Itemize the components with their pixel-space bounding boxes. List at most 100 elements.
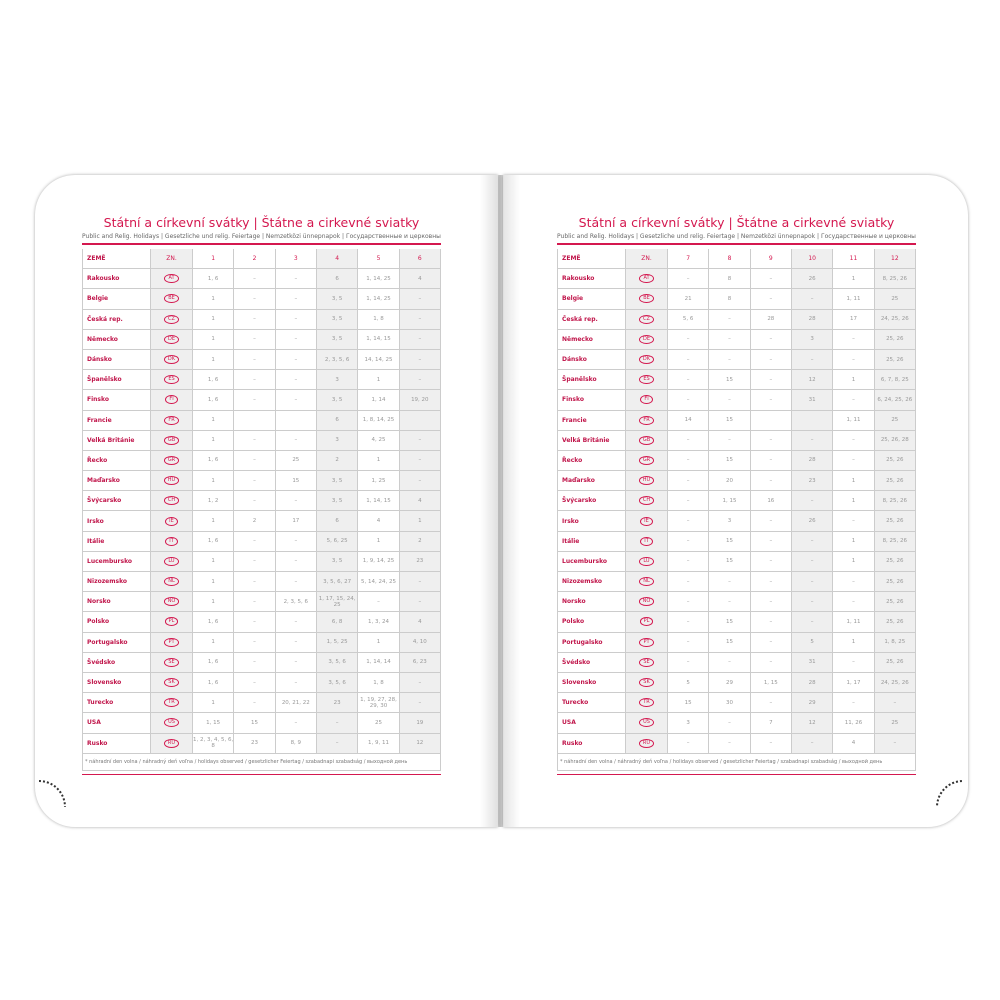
holiday-cell: – [399, 470, 442, 492]
country-name: USA [557, 712, 626, 734]
country-code-cell: TR [625, 692, 668, 714]
country-code-cell: GR [625, 450, 668, 472]
country-code-badge: BE [639, 294, 654, 304]
holiday-cell: 1, 6 [192, 450, 235, 472]
holiday-cell: – [791, 490, 834, 512]
holiday-cell: – [399, 591, 442, 613]
holiday-cell: 2 [399, 531, 442, 552]
holiday-cell: – [233, 490, 276, 512]
holiday-cell: – [275, 490, 317, 512]
country-code-badge: FI [165, 395, 178, 405]
holiday-cell: 6 [316, 268, 359, 290]
country-name: Nizozemsko [557, 571, 626, 593]
holiday-cell: – [832, 430, 875, 451]
country-name: Lucembursko [557, 551, 626, 573]
holiday-cell: 15 [667, 692, 710, 714]
table-row: Rusko RU – – – –4– [557, 733, 917, 754]
header-month: 3 [275, 249, 317, 270]
country-code-badge: LU [164, 556, 179, 566]
header-row: ZEMĚ ZN. 7 8 9 10 11 12 [557, 249, 917, 270]
holiday-cell: 15 [708, 632, 751, 653]
country-code-cell: DK [625, 349, 668, 371]
holiday-cell: – [275, 349, 317, 371]
holiday-cell: 3, 5, 6, 27 [316, 571, 359, 593]
table-row: Nizozemsko NL 1– –3, 5, 6, 27 5, 14, 24, 25– [82, 571, 442, 593]
holiday-cell: 1 [832, 470, 875, 492]
country-code-badge: AT [639, 274, 654, 284]
holiday-cell: 25, 26 [874, 611, 917, 633]
holiday-cell: – [750, 692, 792, 714]
holiday-cell: 1, 8 [357, 309, 400, 330]
holiday-cell: – [750, 389, 792, 411]
table-row: Irsko IE –3–26–25, 26 [557, 510, 917, 532]
holiday-cell [399, 410, 442, 431]
country-name: Slovensko [82, 672, 151, 694]
holiday-cell: – [667, 450, 710, 472]
holiday-cell: 4 [357, 510, 400, 532]
holiday-cell: – [791, 531, 834, 552]
header-month: 11 [832, 249, 875, 270]
table-row: Velká Británie GB – – – – –25, 26, 28 [557, 430, 917, 451]
holiday-cell: – [233, 389, 276, 411]
country-name: Nizozemsko [82, 571, 151, 593]
country-code-cell: SK [625, 672, 668, 694]
holiday-cell: – [750, 510, 792, 532]
table-row: Dánsko DK 1– –2, 3, 5, 6 14, 14, 25– [82, 349, 442, 371]
country-code-badge: PT [639, 637, 654, 647]
right-page: Státní a církevní svátky | Štátne a cirk… [503, 175, 968, 827]
holiday-cell: 1, 25 [357, 470, 400, 492]
holiday-cell: 25, 26 [874, 591, 917, 613]
holiday-cell: – [750, 733, 792, 754]
holiday-cell: – [275, 389, 317, 411]
holiday-cell: 1, 11 [832, 288, 875, 310]
holiday-cell: 8, 25, 26 [874, 490, 917, 512]
holiday-cell: 25, 26 [874, 652, 917, 673]
country-code-badge: NL [639, 577, 654, 587]
holiday-cell: – [708, 571, 751, 593]
holiday-cell: 8, 25, 26 [874, 531, 917, 552]
country-code-cell: ES [625, 369, 668, 391]
country-name: Velká Británie [557, 430, 626, 451]
holiday-cell: 1 [192, 510, 235, 532]
country-name: Švédsko [557, 652, 626, 673]
holiday-cell: – [233, 531, 276, 552]
bottom-rule [557, 773, 916, 775]
holiday-cell: 1 [192, 571, 235, 593]
holiday-cell: 3 [667, 712, 710, 734]
holiday-cell: 15 [708, 611, 751, 633]
holiday-cell: 2, 3, 5, 6 [275, 591, 317, 613]
country-name: Polsko [82, 611, 151, 633]
table-row: Česká rep. CZ 5, 6–28 28 17 24, 25, 26 [557, 309, 917, 330]
holiday-cell: 24, 25, 26 [874, 309, 917, 330]
holiday-cell: 23 [233, 733, 276, 754]
holiday-cell: 6, 24, 25, 26 [874, 389, 917, 411]
holiday-cell: – [275, 611, 317, 633]
country-name: Finsko [557, 389, 626, 411]
country-name: Řecko [82, 450, 151, 472]
country-name: Portugalsko [557, 632, 626, 653]
country-code-badge: PT [164, 637, 179, 647]
holiday-cell: – [832, 510, 875, 532]
holiday-cell: 29 [708, 672, 751, 694]
country-code-badge: PL [164, 617, 179, 627]
country-code-badge: IT [165, 536, 178, 546]
holiday-cell: – [667, 389, 710, 411]
holiday-cell: 15 [708, 450, 751, 472]
country-code-badge: GR [638, 455, 655, 465]
table-row: Norsko NO 1–2, 3, 5, 6 1, 17, 15, 24, 25– – [82, 591, 442, 613]
country-code-badge: DK [638, 355, 655, 365]
table-row: Německo DE – – –3–25, 26 [557, 329, 917, 350]
holiday-cell: 3 [791, 329, 834, 350]
holiday-cell: – [233, 329, 276, 350]
holiday-cell [791, 410, 834, 431]
holiday-cell: 5, 6, 25 [316, 531, 359, 552]
holiday-cell: 1, 6 [192, 268, 235, 290]
holiday-cell: 19, 20 [399, 389, 442, 411]
country-code-cell: FI [150, 389, 193, 411]
holiday-cell: 1, 14, 25 [357, 288, 400, 310]
table-row: Irsko IE 1 2 17 6 4 1 [82, 510, 442, 532]
holiday-cell: – [233, 268, 276, 290]
holiday-cell: – [316, 733, 359, 754]
header-month: 9 [750, 249, 792, 270]
holiday-cell: 1, 8 [357, 672, 400, 694]
